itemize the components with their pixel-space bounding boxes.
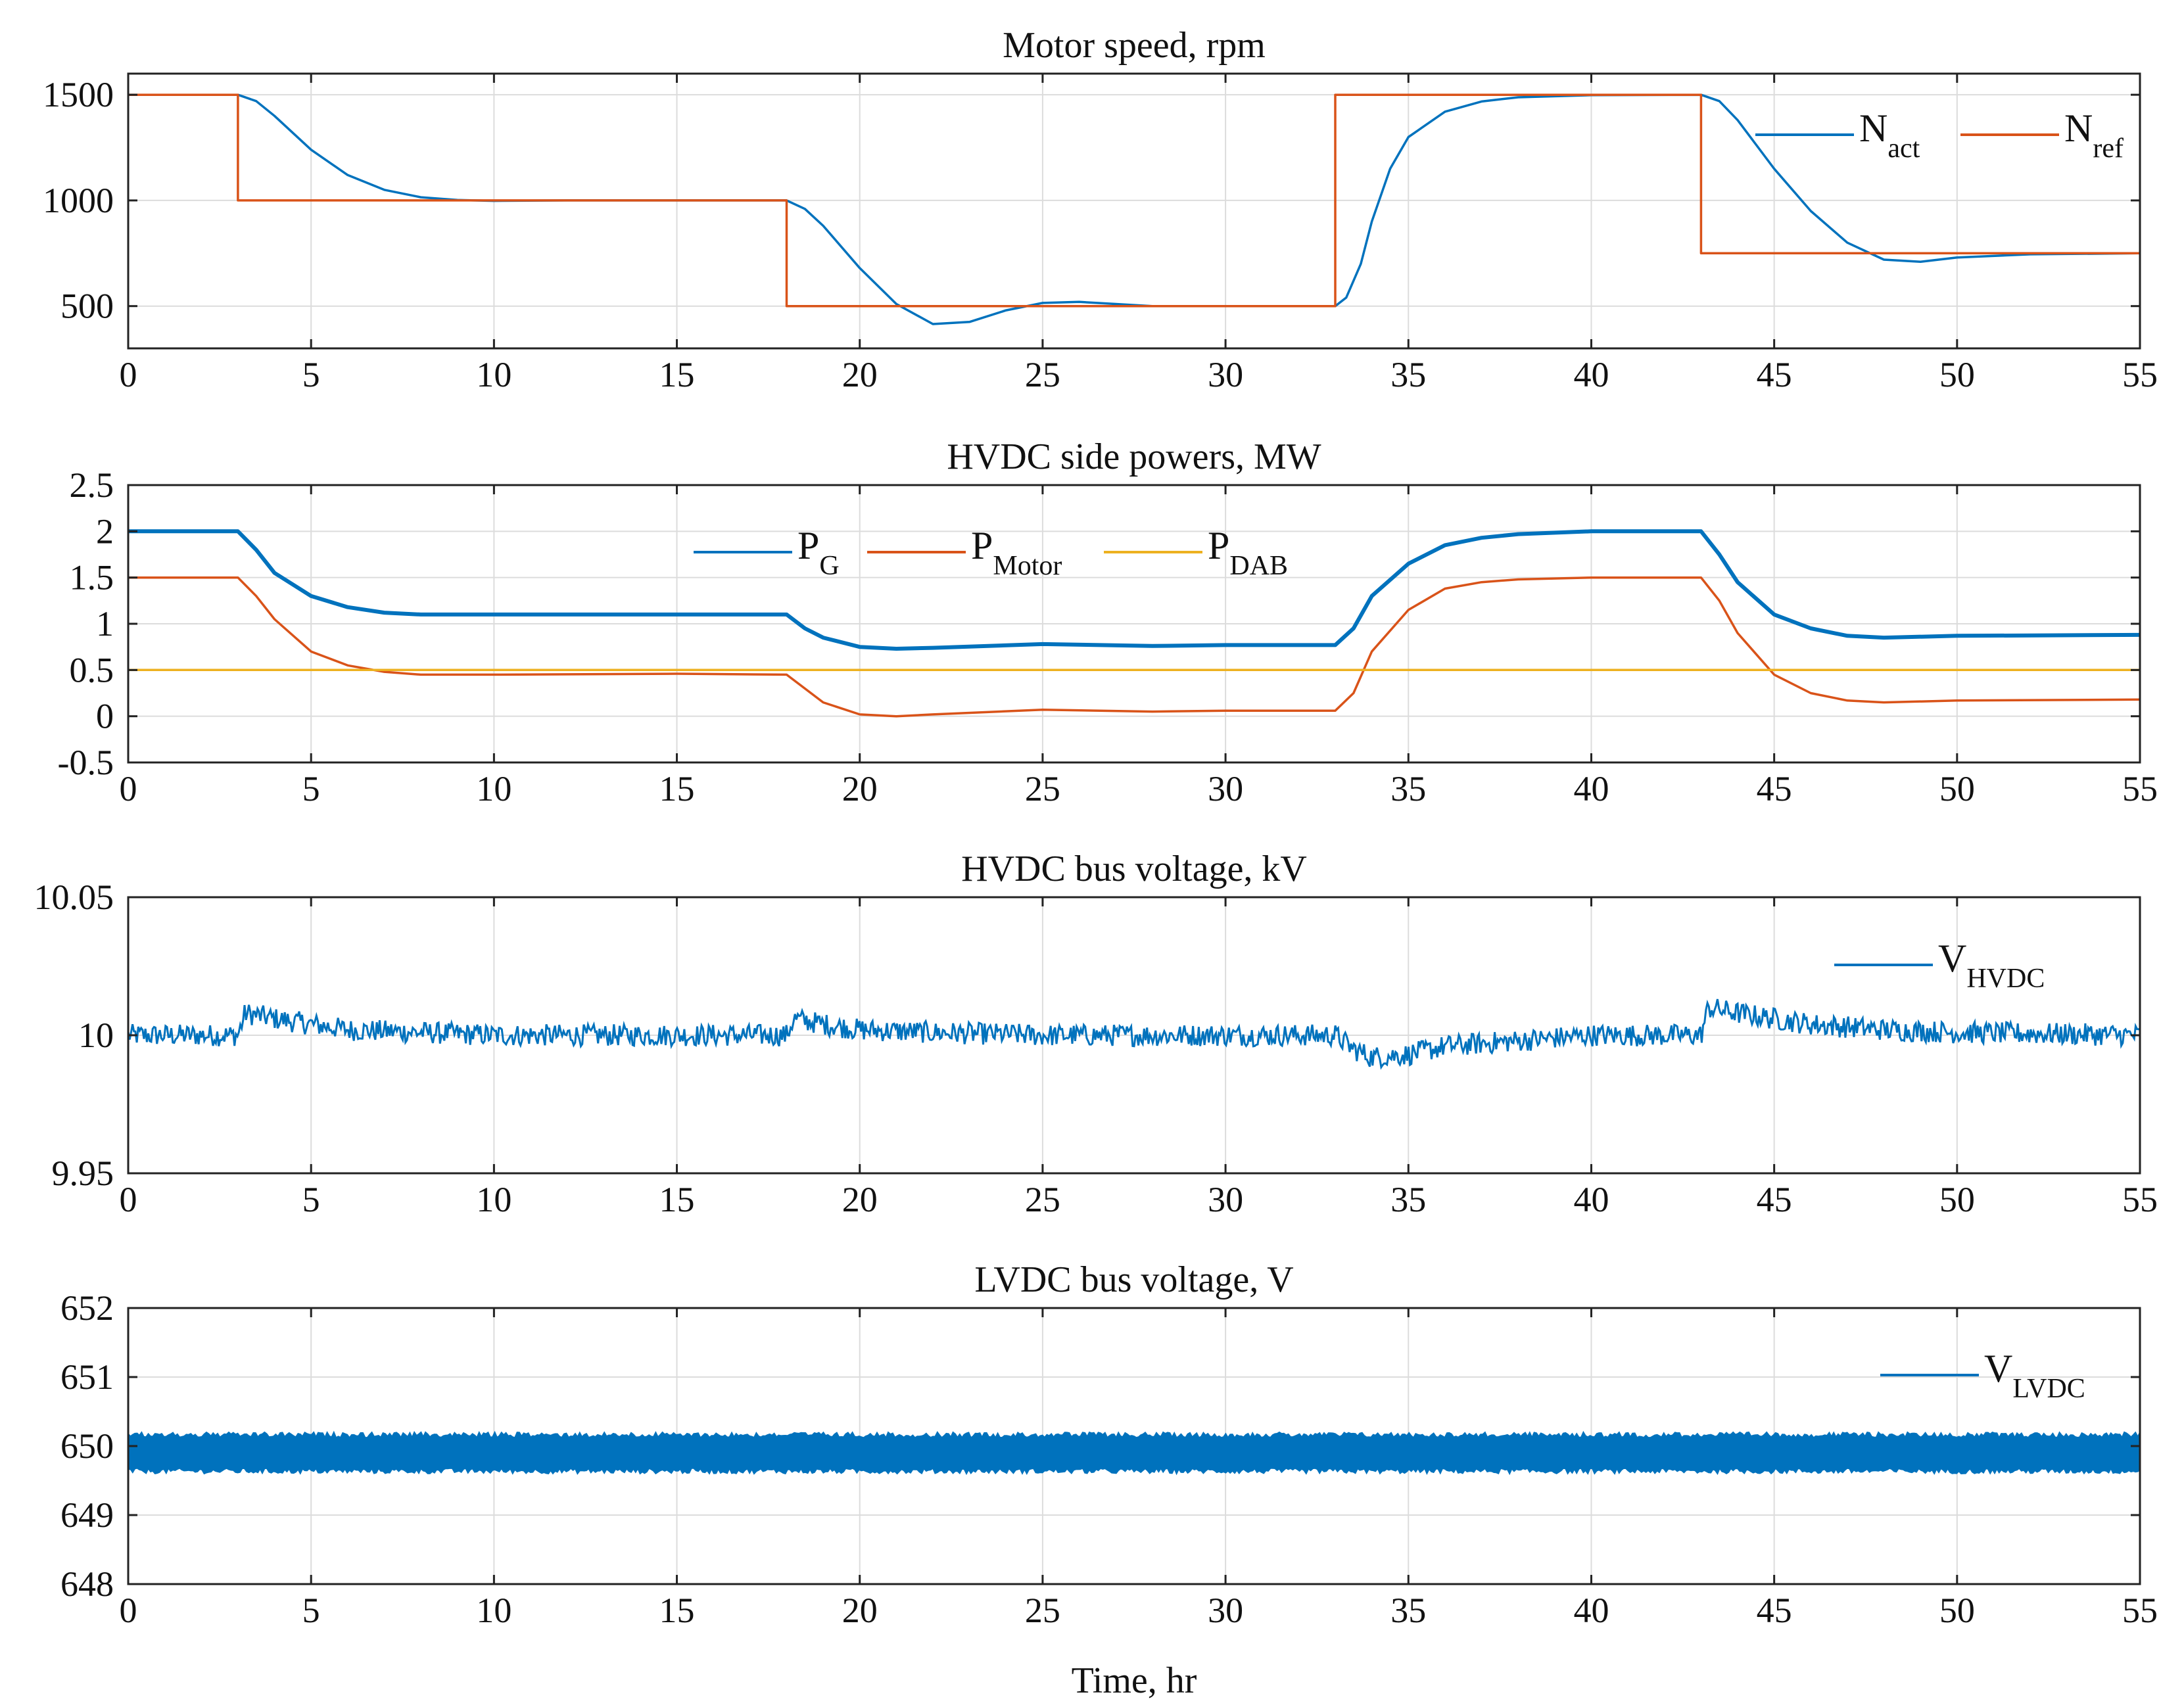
x-tick-label: 0 <box>120 1180 137 1219</box>
legend: Nact Nref <box>1755 106 2124 164</box>
x-tick-label: 45 <box>1757 355 1792 394</box>
x-tick-label: 40 <box>1573 1180 1609 1219</box>
legend: VHVDC <box>1834 937 2045 994</box>
x-tick-label: 10 <box>476 1180 511 1219</box>
y-tick-label: 9.95 <box>52 1154 114 1193</box>
y-tick-label: 2.5 <box>70 465 114 505</box>
legend: PG PMotor PDAB <box>694 524 1288 581</box>
subplot-2: 0 5 10 15 20 25 30 35 40 45 50 55-0.500.511.522.5HV… <box>58 436 2158 808</box>
x-tick-label: 55 <box>2122 1591 2158 1630</box>
y-tick-label: 10 <box>78 1016 114 1055</box>
legend-entry: VLVDC <box>1984 1347 2085 1404</box>
y-tick-label: 0.5 <box>70 650 114 690</box>
y-tick-label: 651 <box>60 1357 114 1397</box>
x-tick-label: 55 <box>2122 1180 2158 1219</box>
legend-entry: Nact <box>1859 106 1920 164</box>
x-tick-label: 10 <box>476 769 511 808</box>
legend-entry: PG <box>797 524 840 581</box>
x-tick-label: 15 <box>659 1591 695 1630</box>
y-tick-label: 10.05 <box>34 877 114 917</box>
subplot-title: HVDC bus voltage, kV <box>961 849 1307 889</box>
series-v-hvdc <box>128 998 2140 1070</box>
legend: VLVDC <box>1880 1347 2085 1404</box>
y-tick-label: 1 <box>96 604 114 643</box>
subplot-title: Motor speed, rpm <box>1003 25 1266 66</box>
series-group <box>128 93 2140 325</box>
x-tick-label: 0 <box>120 355 137 394</box>
x-axis-label: Time, hr <box>1072 1660 1197 1701</box>
x-tick-label: 35 <box>1390 355 1426 394</box>
subplot-title: HVDC side powers, MW <box>947 436 1321 477</box>
x-tick-label: 30 <box>1208 769 1243 808</box>
y-tick-label: 1500 <box>43 75 114 114</box>
y-tick-label: 650 <box>60 1426 114 1466</box>
x-tick-label: 25 <box>1025 355 1060 394</box>
x-tick-label: 55 <box>2122 355 2158 394</box>
subplot-1: 0 5 10 15 20 25 30 35 40 45 50 55 500 1000 1500 Motor s… <box>43 25 2158 394</box>
x-tick-label: 45 <box>1757 769 1792 808</box>
x-tick-label: 10 <box>476 1591 511 1630</box>
legend-entry: Nref <box>2064 106 2124 164</box>
series-n-ref <box>128 93 2140 308</box>
x-tick-label: 15 <box>659 355 695 394</box>
x-tick-label: 0 <box>120 769 137 808</box>
x-tick-label: 25 <box>1025 1180 1060 1219</box>
series-group <box>128 529 2140 718</box>
x-tick-label: 25 <box>1025 1591 1060 1630</box>
x-tick-label: 40 <box>1573 1591 1609 1630</box>
x-tick-label: 5 <box>302 1180 320 1219</box>
x-tick-label: 20 <box>842 769 878 808</box>
x-tick-label: 50 <box>1939 769 1975 808</box>
x-tick-label: 50 <box>1939 355 1975 394</box>
x-tick-label: 40 <box>1573 769 1609 808</box>
y-tick-label: 649 <box>60 1495 114 1535</box>
x-tick-label: 20 <box>842 1180 878 1219</box>
x-tick-label: 5 <box>302 1591 320 1630</box>
series-v-lvdc <box>128 1430 2140 1476</box>
x-tick-label: 40 <box>1573 355 1609 394</box>
x-tick-label: 15 <box>659 769 695 808</box>
x-tick-label: 0 <box>120 1591 137 1630</box>
y-tick-label: 648 <box>60 1564 114 1604</box>
subplot-4: 0 5 10 15 20 25 30 35 40 45 50 55 648 649 650 651 652 LVD… <box>60 1259 2158 1630</box>
x-tick-label: 25 <box>1025 769 1060 808</box>
y-tick-label: -0.5 <box>58 743 114 782</box>
y-tick-label: 2 <box>96 511 114 551</box>
series-group <box>128 1430 2140 1476</box>
x-tick-label: 35 <box>1390 1180 1426 1219</box>
x-tick-label: 50 <box>1939 1180 1975 1219</box>
y-tick-label: 0 <box>96 697 114 736</box>
subplot-title: LVDC bus voltage, V <box>974 1259 1293 1300</box>
x-tick-label: 5 <box>302 355 320 394</box>
x-tick-label: 10 <box>476 355 511 394</box>
legend-entry: PDAB <box>1208 524 1288 581</box>
x-tick-label: 45 <box>1757 1591 1792 1630</box>
x-tick-label: 50 <box>1939 1591 1975 1630</box>
y-tick-label: 1.5 <box>70 558 114 597</box>
legend-entry: VHVDC <box>1938 937 2045 994</box>
series-group <box>128 998 2140 1070</box>
x-tick-label: 55 <box>2122 769 2158 808</box>
x-tick-label: 35 <box>1390 1591 1426 1630</box>
x-tick-label: 5 <box>302 769 320 808</box>
axes-box <box>127 72 2141 350</box>
x-tick-label: 45 <box>1757 1180 1792 1219</box>
x-tick-label: 35 <box>1390 769 1426 808</box>
series-p-g <box>128 529 2140 651</box>
y-tick-label: 500 <box>60 287 114 326</box>
x-tick-label: 20 <box>842 355 878 394</box>
legend-entry: PMotor <box>971 524 1062 581</box>
x-tick-label: 15 <box>659 1180 695 1219</box>
subplot-3: 0 5 10 15 20 25 30 35 40 45 50 55 9.95 10 10.05 HVDC bu… <box>34 849 2158 1219</box>
x-tick-label: 30 <box>1208 1180 1243 1219</box>
y-tick-label: 1000 <box>43 181 114 220</box>
x-tick-label: 30 <box>1208 1591 1243 1630</box>
y-tick-label: 652 <box>60 1288 114 1328</box>
x-tick-label: 20 <box>842 1591 878 1630</box>
x-tick-label: 30 <box>1208 355 1243 394</box>
